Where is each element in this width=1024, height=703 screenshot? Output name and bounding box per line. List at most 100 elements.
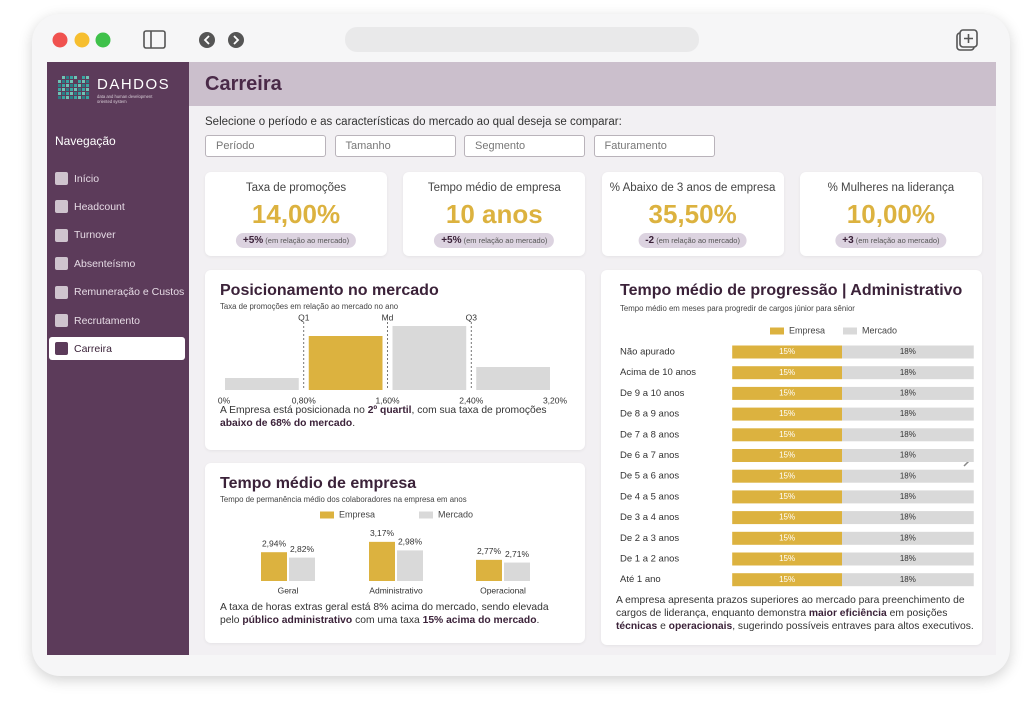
value-label: 18% (900, 409, 916, 418)
minimize-button[interactable] (74, 32, 90, 48)
nav-item[interactable]: Absenteísmo (49, 252, 185, 275)
category-label: De 1 a 2 anos (620, 554, 679, 565)
bar (369, 541, 395, 581)
back-button[interactable] (199, 32, 215, 48)
category-label: De 2 a 3 anos (620, 533, 679, 544)
logo-pixel (86, 88, 89, 91)
x-tick-label: 0,80% (292, 395, 317, 405)
x-tick-label: 2,40% (459, 395, 484, 405)
logo-pixel (78, 80, 81, 83)
logo-pixel (74, 96, 77, 99)
nav-item[interactable]: Headcount (49, 195, 185, 218)
logo-pixel (70, 84, 73, 87)
legend-label: Mercado (438, 509, 473, 519)
close-button[interactable] (52, 32, 68, 48)
kpi-delta: +5% (em relação ao mercado) (434, 233, 555, 248)
note-text: A empresa apresenta prazos superiores ao… (616, 595, 965, 619)
kpi-title: % Abaixo de 3 anos de empresa (609, 182, 776, 194)
value-label: 15% (779, 513, 795, 522)
value-label: 15% (779, 430, 795, 439)
value-label: 2,94% (262, 538, 287, 548)
category-label: De 7 a 8 anos (620, 429, 679, 440)
category-label: Até 1 ano (620, 574, 661, 585)
logo-pixel (74, 88, 77, 91)
kpi-delta-value: -2 (645, 235, 655, 246)
bar (842, 386, 974, 400)
x-tick-label: Operacional (480, 585, 526, 595)
nav-item[interactable]: Carreira (49, 337, 185, 361)
logo-tagline: data and human development oriented syst… (97, 94, 153, 104)
value-label: 15% (779, 492, 795, 501)
bar (732, 345, 842, 359)
nav-item[interactable]: Recrutamento (49, 309, 185, 332)
category-label: De 8 a 9 anos (620, 409, 679, 420)
value-label: 15% (779, 471, 795, 480)
filter-prompt: Selecione o período e as características… (205, 116, 622, 128)
value-label: 15% (779, 451, 795, 460)
browser-toolbar (52, 27, 978, 52)
nav-icon (55, 228, 68, 242)
category-label: De 6 a 7 anos (620, 450, 679, 461)
filter-label: Período (216, 140, 255, 152)
forward-button[interactable] (228, 32, 244, 48)
bar (289, 557, 315, 581)
kpi-delta-note: (em relação ao mercado) (656, 236, 740, 245)
nav-item[interactable]: Remuneração e Custos (49, 281, 185, 304)
nav-label: Carreira (74, 342, 112, 355)
bar (732, 469, 842, 483)
nav-item[interactable]: Turnover (49, 224, 185, 247)
value-label: 15% (779, 533, 795, 542)
value-label: 15% (779, 389, 795, 398)
nav-item[interactable]: Início (49, 167, 185, 190)
bar (842, 490, 974, 504)
x-tick-label: Administrativo (369, 585, 423, 595)
chart-subtitle: Tempo de permanência médio dos colaborad… (220, 495, 467, 504)
kpi-title: Taxa de promoções (245, 182, 347, 194)
value-label: 18% (900, 368, 916, 377)
bar (476, 559, 502, 581)
chart-title: Tempo médio de empresa (220, 475, 416, 492)
address-bar[interactable] (345, 27, 699, 52)
logo-pixel (74, 76, 77, 79)
bar (842, 552, 974, 566)
legend-swatch (320, 511, 334, 519)
sidebar-toggle[interactable] (143, 30, 166, 49)
logo-pixel (62, 76, 65, 79)
value-label: 2,98% (398, 537, 423, 547)
logo-pixel (82, 92, 85, 95)
category-label: De 3 a 4 anos (620, 512, 679, 523)
kpi-delta-value: +5% (242, 235, 264, 246)
logo-pixel (86, 76, 89, 79)
logo-pixel (86, 84, 89, 87)
maximize-button[interactable] (95, 32, 111, 48)
value-label: 2,71% (505, 549, 530, 559)
nav-label: Turnover (74, 229, 116, 242)
note-text: A taxa de horas extras geral está 8% aci… (220, 602, 549, 626)
logo-pixel (82, 80, 85, 83)
nav-label: Remuneração e Custos (74, 286, 185, 299)
page-header (189, 62, 996, 106)
value-label: 15% (779, 368, 795, 377)
nav-icon (55, 314, 68, 327)
value-label: 15% (779, 575, 795, 584)
value-label: 18% (900, 471, 916, 480)
filter-dropdown[interactable]: Segmento (464, 135, 585, 157)
new-tab-button[interactable] (956, 29, 978, 51)
nav-label: Recrutamento (74, 314, 140, 327)
filter-dropdown[interactable]: Período (205, 135, 326, 157)
bar (397, 550, 423, 581)
quartile-label: Q3 (466, 312, 478, 322)
value-label: 18% (900, 451, 916, 460)
filter-dropdown[interactable]: Tamanho (334, 135, 456, 157)
histogram-bar (392, 326, 467, 390)
logo-pixel (66, 76, 69, 79)
quartile-label: Md (382, 312, 394, 322)
filter-dropdown[interactable]: Faturamento (593, 135, 715, 157)
kpi-delta: +5% (em relação ao mercado) (235, 233, 357, 248)
legend-swatch (843, 327, 857, 335)
kpi-value: 35,50% (648, 199, 737, 229)
bar (842, 428, 974, 442)
value-label: 15% (779, 409, 795, 418)
